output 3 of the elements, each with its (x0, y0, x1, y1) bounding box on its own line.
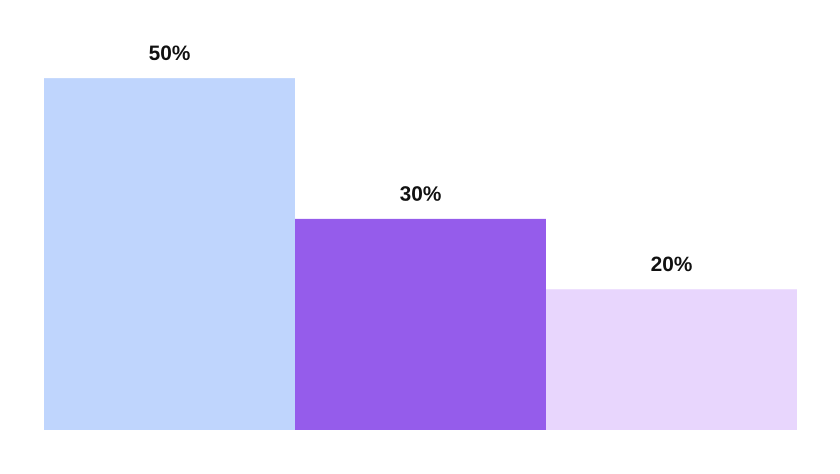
data-label: 20% (651, 256, 692, 272)
data-label: 50% (149, 45, 190, 60)
data-label: 30% (400, 186, 441, 201)
